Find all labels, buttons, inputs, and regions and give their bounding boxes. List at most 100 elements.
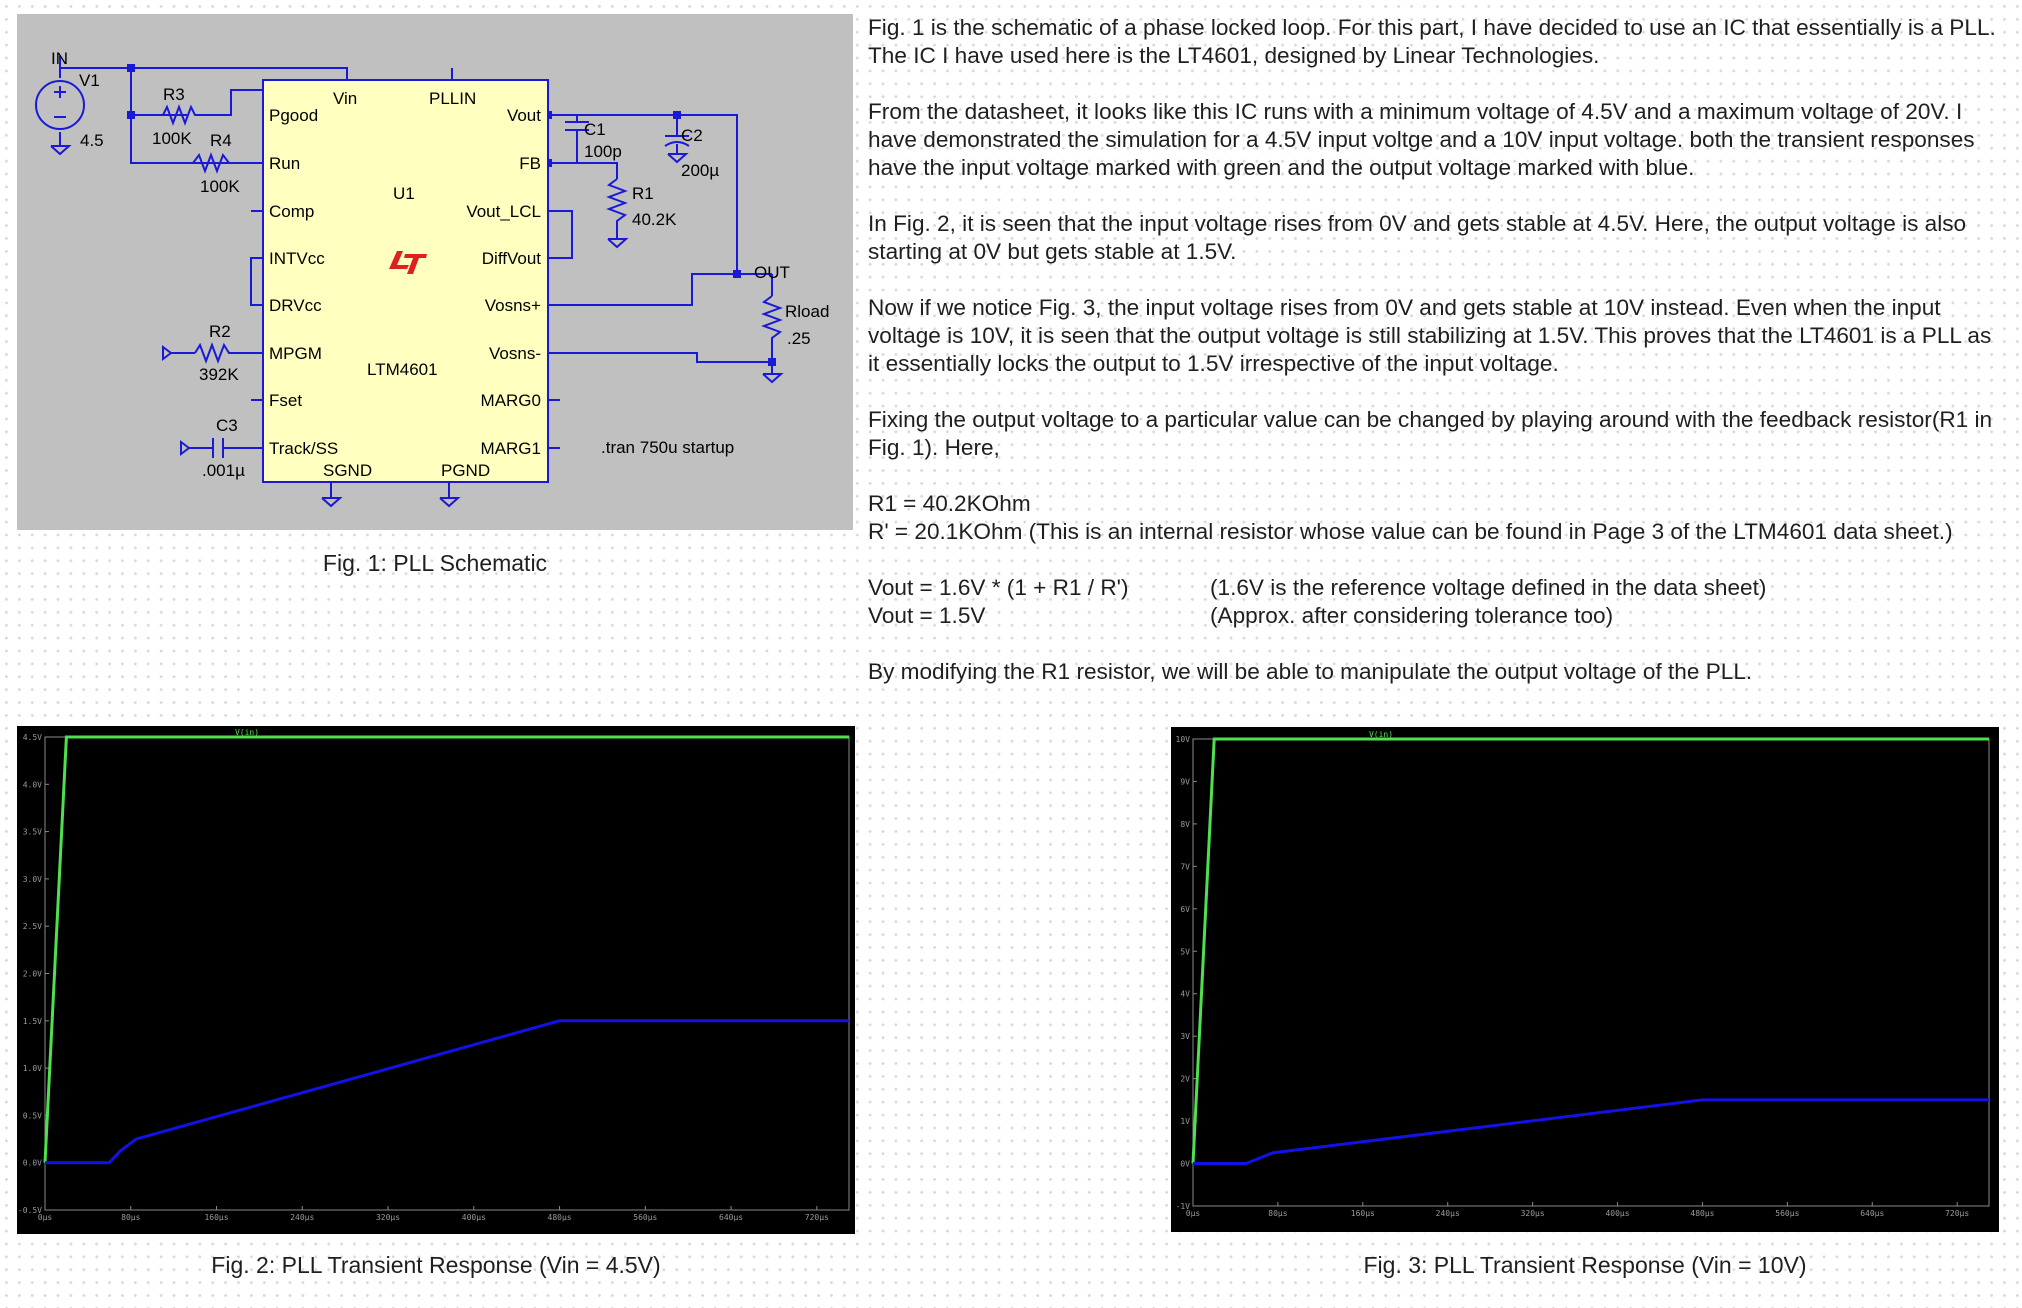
paragraph-3: In Fig. 2, it is seen that the input vol… bbox=[868, 211, 1967, 264]
label-v1-value: 4.5 bbox=[80, 131, 104, 150]
schematic-panel: IN V1 4.5 R3 100K R4 100K R2 392K C3 .00… bbox=[17, 14, 853, 530]
label-c1-value: 100p bbox=[584, 142, 622, 161]
pin-track-ss: Track/SS bbox=[269, 439, 338, 458]
pin-marg1: MARG1 bbox=[481, 439, 541, 458]
x-tick-label: 480µs bbox=[1690, 1209, 1714, 1218]
y-tick-label: 5V bbox=[1180, 947, 1190, 956]
pin-vout: Vout bbox=[507, 106, 541, 125]
y-tick-label: 0.5V bbox=[23, 1111, 42, 1120]
x-tick-label: 320µs bbox=[1521, 1209, 1545, 1218]
paragraph-2: From the datasheet, it looks like this I… bbox=[868, 99, 1975, 180]
y-tick-label: 0.0V bbox=[23, 1159, 42, 1168]
y-tick-label: 2.0V bbox=[23, 970, 42, 979]
equation-2-note: (Approx. after considering tolerance too… bbox=[1210, 603, 1614, 628]
label-r4: R4 bbox=[210, 131, 232, 150]
equation-row-2: Vout = 1.5V (Approx. after considering t… bbox=[868, 602, 2008, 630]
series-line-0 bbox=[1191, 737, 1989, 1164]
label-rload-value: .25 bbox=[787, 329, 811, 348]
pin-pllin: PLLIN bbox=[429, 89, 476, 108]
label-c1: C1 bbox=[584, 120, 606, 139]
pin-pgnd: PGND bbox=[441, 461, 490, 480]
v1-polarity-marks bbox=[54, 86, 66, 118]
y-tick-label: 1.5V bbox=[23, 1017, 42, 1026]
equation-row-1: Vout = 1.6V * (1 + R1 / R') (1.6V is the… bbox=[868, 574, 2008, 602]
label-c3-value: .001µ bbox=[202, 461, 245, 480]
label-r3-value: 100K bbox=[152, 129, 192, 148]
pin-mpgm: MPGM bbox=[269, 344, 322, 363]
y-tick-label: 3.5V bbox=[23, 828, 42, 837]
label-r1-value: 40.2K bbox=[632, 210, 677, 229]
spice-directive: .tran 750u startup bbox=[601, 438, 734, 457]
pin-pgood: Pgood bbox=[269, 106, 318, 125]
explanation-text: Fig. 1 is the schematic of a phase locke… bbox=[868, 14, 2008, 714]
label-r1: R1 bbox=[632, 184, 654, 203]
fig3-plot-svg: -1V 0V 1V 2V 3V 4V 5V 6V 7V 8V 9V 10V 0µs 80µs 160µs 24… bbox=[1176, 730, 1990, 1218]
label-out: OUT bbox=[754, 263, 790, 282]
paragraph-5: Fixing the output voltage to a particula… bbox=[868, 407, 1993, 460]
fig3-plot: -1V 0V 1V 2V 3V 4V 5V 6V 7V 8V 9V 10V 0µs 80µs 160µs 24… bbox=[1171, 727, 1999, 1232]
schematic-wires bbox=[35, 56, 784, 508]
label-c2-value: 200µ bbox=[681, 161, 719, 180]
x-tick-label: 400µs bbox=[462, 1213, 486, 1222]
plot-frame bbox=[44, 736, 850, 1211]
label-r2: R2 bbox=[209, 322, 231, 341]
legend-label: V(in) bbox=[1369, 730, 1393, 739]
x-tick-label: 640µs bbox=[719, 1213, 743, 1222]
pin-intvcc: INTVcc bbox=[269, 249, 325, 268]
pin-marg0: MARG0 bbox=[481, 391, 541, 410]
equation-1: Vout = 1.6V * (1 + R1 / R') bbox=[868, 575, 1129, 600]
y-tick-label: -0.5V bbox=[18, 1206, 42, 1215]
y-tick-label: 1V bbox=[1180, 1117, 1190, 1126]
fig2-plot-svg: -0.5V 0.0V 0.5V 1.0V 1.5V 2.0V 2.5V 3.0V 3.5V 4.0… bbox=[18, 728, 850, 1222]
series-line-0 bbox=[43, 735, 849, 1163]
x-tick-label: 320µs bbox=[376, 1213, 400, 1222]
pin-comp: Comp bbox=[269, 202, 314, 221]
paragraph-4: Now if we notice Fig. 3, the input volta… bbox=[868, 295, 1992, 376]
pin-vosns-plus: Vosns+ bbox=[485, 296, 541, 315]
y-tick-label: 4V bbox=[1180, 990, 1190, 999]
y-tick-label: 2.5V bbox=[23, 922, 42, 931]
y-tick-label: 0V bbox=[1180, 1160, 1190, 1169]
pin-fb: FB bbox=[519, 154, 541, 173]
pin-vout-lcl: Vout_LCL bbox=[466, 202, 541, 221]
paragraph-6: By modifying the R1 resistor, we will be… bbox=[868, 659, 1753, 684]
plot-frame bbox=[1192, 738, 1990, 1207]
pin-diffvout: DiffVout bbox=[482, 249, 542, 268]
x-tick-label: 80µs bbox=[1268, 1209, 1287, 1218]
x-tick-label: 640µs bbox=[1860, 1209, 1884, 1218]
y-tick-label: 6V bbox=[1180, 905, 1190, 914]
equation-2: Vout = 1.5V bbox=[868, 603, 986, 628]
x-tick-label: 560µs bbox=[1775, 1209, 1799, 1218]
label-r2-value: 392K bbox=[199, 365, 239, 384]
legend-label: V(in) bbox=[235, 728, 259, 737]
fig3-caption: Fig. 3: PLL Transient Response (Vin = 10… bbox=[1363, 1252, 1807, 1278]
label-v1: V1 bbox=[79, 71, 100, 90]
pin-sgnd: SGND bbox=[323, 461, 372, 480]
series-line-1 bbox=[45, 1019, 849, 1165]
x-tick-label: 480µs bbox=[548, 1213, 572, 1222]
x-tick-label: 160µs bbox=[204, 1213, 228, 1222]
pin-run: Run bbox=[269, 154, 300, 173]
y-tick-label: 4.5V bbox=[23, 733, 42, 742]
y-tick-label: 8V bbox=[1180, 820, 1190, 829]
pin-vosns-minus: Vosns- bbox=[489, 344, 541, 363]
label-c3: C3 bbox=[216, 416, 238, 435]
label-r4-value: 100K bbox=[200, 177, 240, 196]
x-tick-label: 400µs bbox=[1605, 1209, 1629, 1218]
y-tick-label: 2V bbox=[1180, 1075, 1190, 1084]
y-tick-label: 3V bbox=[1180, 1032, 1190, 1041]
y-tick-label: 3.0V bbox=[23, 875, 42, 884]
y-tick-label: 10V bbox=[1176, 735, 1191, 744]
y-tick-label: 9V bbox=[1180, 777, 1190, 786]
fig2-caption: Fig. 2: PLL Transient Response (Vin = 4.… bbox=[211, 1252, 661, 1278]
label-part: LTM4601 bbox=[367, 360, 438, 379]
label-in: IN bbox=[51, 49, 68, 68]
x-tick-label: 80µs bbox=[121, 1213, 140, 1222]
x-tick-label: 240µs bbox=[1436, 1209, 1460, 1218]
ic-u1-body bbox=[262, 79, 549, 483]
paragraph-1: Fig. 1 is the schematic of a phase locke… bbox=[868, 15, 1996, 68]
series-line-1 bbox=[1193, 1098, 1989, 1165]
x-tick-label: 240µs bbox=[290, 1213, 314, 1222]
y-tick-label: -1V bbox=[1176, 1202, 1191, 1211]
x-tick-label: 0µs bbox=[38, 1213, 53, 1222]
